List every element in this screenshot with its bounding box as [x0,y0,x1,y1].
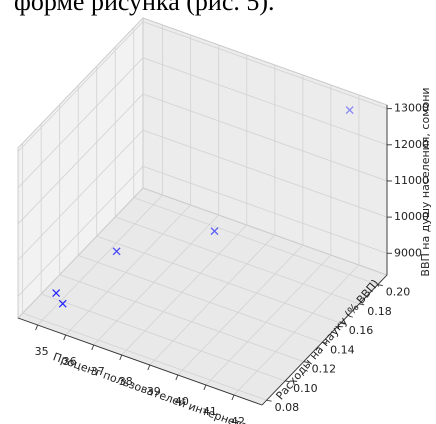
x-tick [203,384,207,391]
point [112,247,121,256]
z-tick-label: 10000 [394,210,429,223]
grid-line [96,235,341,324]
grid-line [17,21,144,152]
x-tick [231,394,235,401]
grid-line [17,57,144,189]
x-tick-label: 38 [119,375,133,388]
x-tick [175,374,179,381]
y-tick [359,303,365,306]
y-tick [303,361,309,364]
grid-line [115,216,360,305]
grid-line [37,194,163,326]
y-tick-label: 0.16 [349,324,374,337]
grid-line [142,165,388,254]
x-tick-label: 36 [63,355,77,368]
x-tick-label: 37 [91,365,105,378]
x-tick-label: 35 [35,345,49,358]
axis-line [261,274,388,406]
y-tick [285,380,291,383]
context-text: форме рисунка (рис. 5). [14,0,275,16]
y-tick [322,341,328,344]
x-tick-label: 42 [231,415,245,424]
y-tick-label: 0.08 [275,401,300,414]
point [210,227,219,236]
x-tick-label: 39 [147,385,161,398]
grid-line [17,129,144,261]
x-tick [91,344,95,351]
grid-line [142,93,388,182]
y-tick [266,399,272,402]
grid-line [142,21,388,109]
grid-line [93,214,220,346]
grid-line [59,274,304,363]
z-tick-label: 9000 [394,246,422,259]
y-tick-label: 0.18 [367,305,392,318]
x-tick-label: 41 [203,405,217,418]
z-tick-label: 12000 [394,138,429,151]
grid-line [121,224,248,356]
y-tick [377,284,383,287]
x-tick [147,364,151,371]
grid-line [233,264,360,396]
grid-line [17,166,144,297]
z-tick-label: 13000 [394,102,429,115]
grid-line [22,312,267,401]
grid-line [142,57,388,146]
grid-line [142,129,388,218]
grid-line [177,244,304,376]
point [52,289,61,298]
y-tick-label: 0.12 [312,363,337,376]
grid-line [17,93,144,225]
grid-line [149,234,276,366]
x-tick [119,354,123,361]
y-tick [340,322,346,325]
grid-line [205,254,332,386]
y-tick-label: 0.20 [386,286,411,299]
x-tick [63,334,67,341]
z-axis-label: ВВП на душу населения, сомони [419,87,432,276]
grid-line [133,197,378,286]
point [58,299,67,308]
grid-line [65,204,191,336]
grid-line [78,255,323,343]
x-tick-label: 40 [175,395,189,408]
y-tick-label: 0.14 [330,343,355,356]
x-tick [35,324,39,331]
axis-line [17,317,263,406]
y-tick-label: 0.10 [293,382,318,395]
point [345,106,354,115]
z-tick-label: 11000 [394,174,429,187]
grid-line [41,293,286,382]
